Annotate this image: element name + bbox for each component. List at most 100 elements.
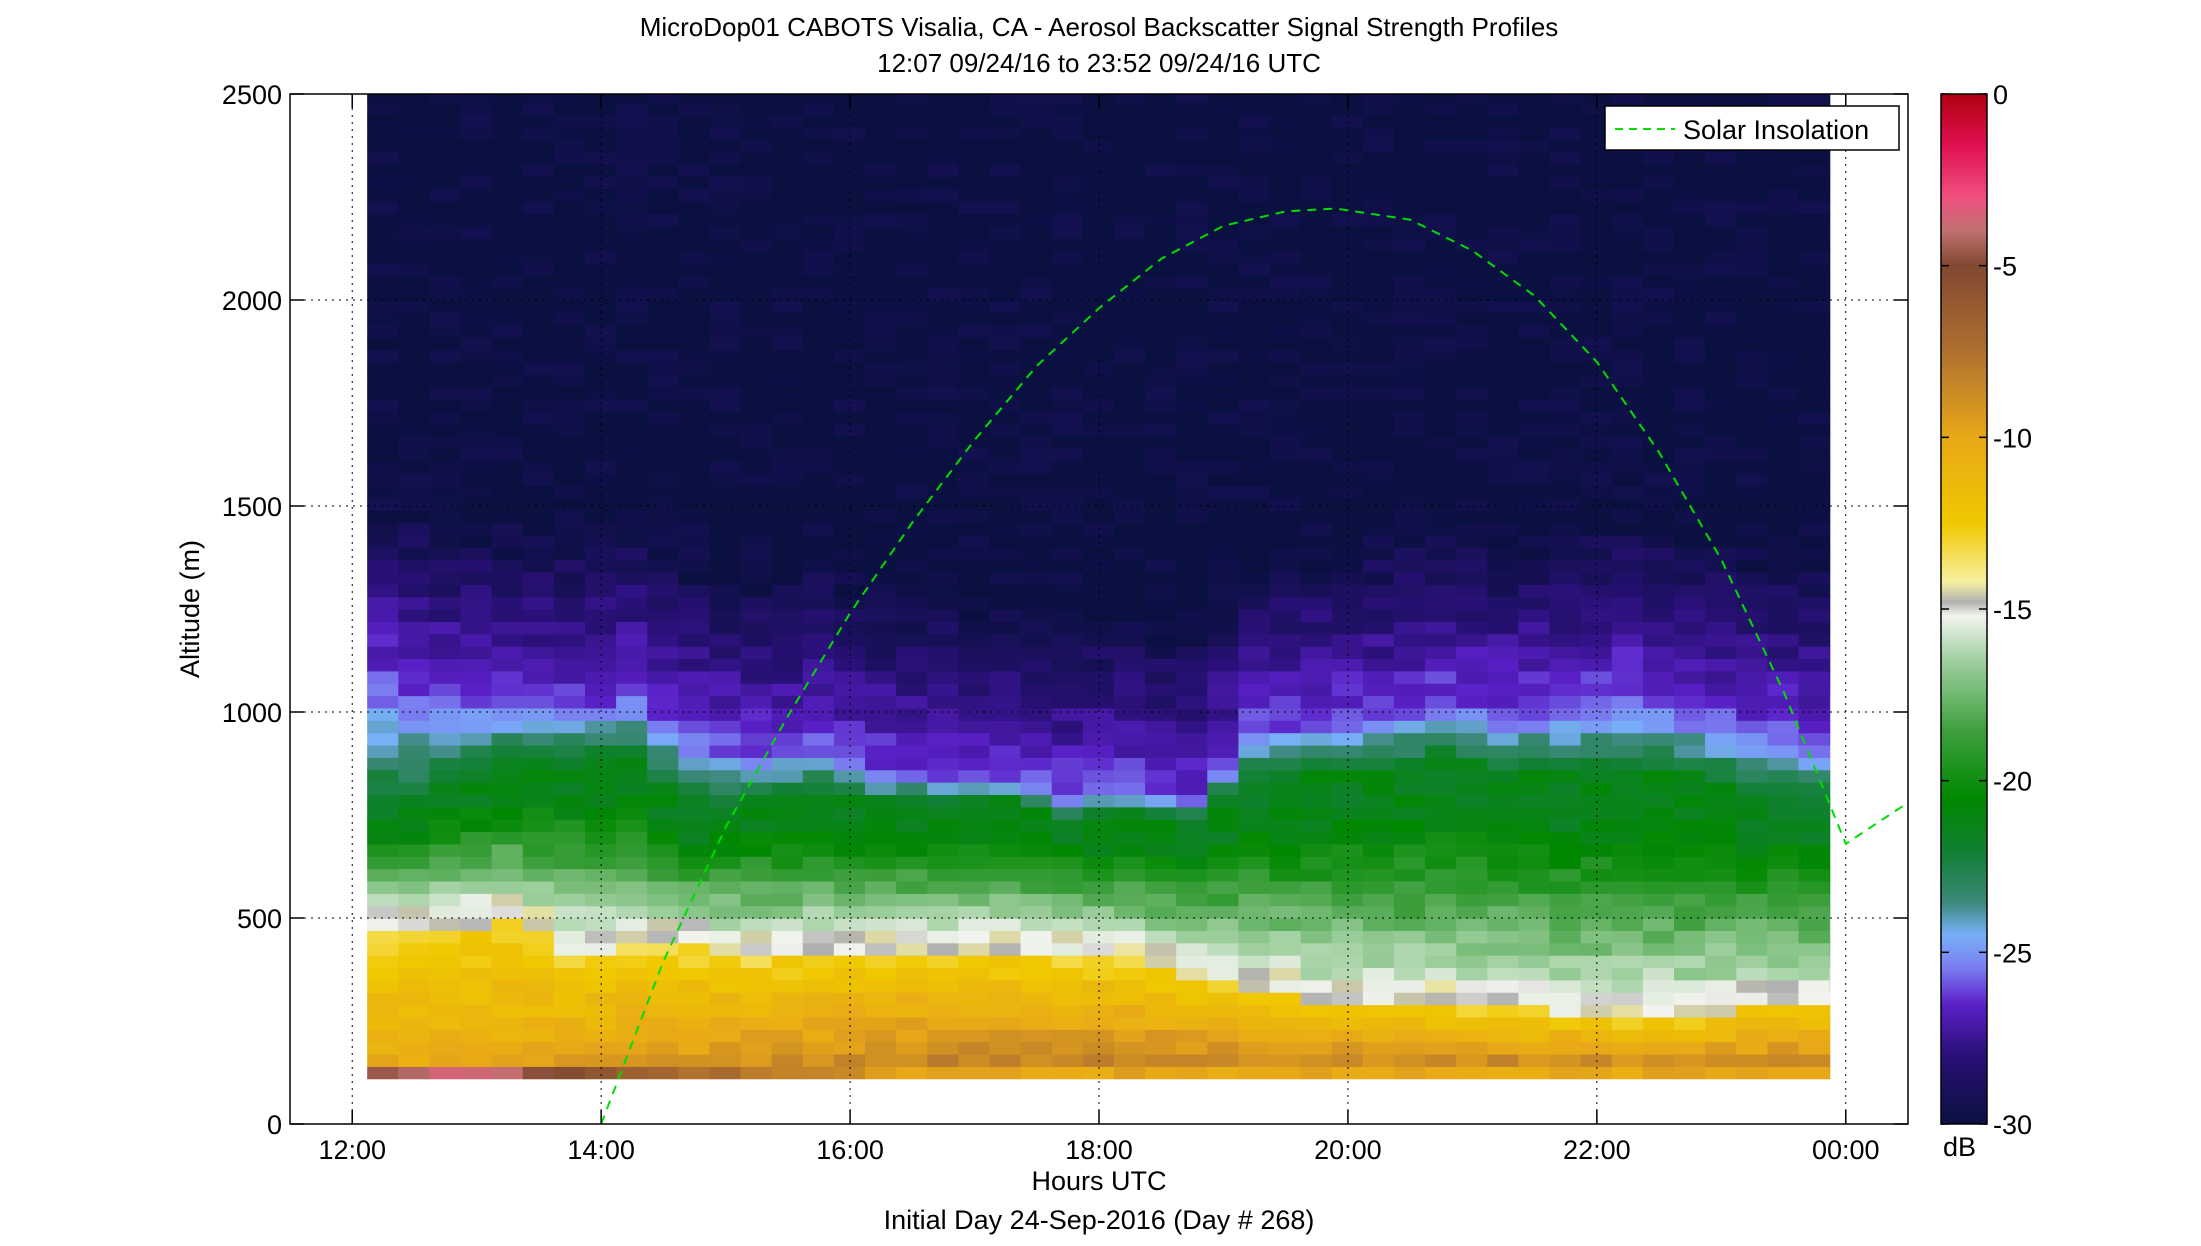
heatmap-cell — [398, 782, 430, 795]
heatmap-cell — [1331, 670, 1364, 684]
heatmap-cell — [1238, 695, 1271, 709]
heatmap-cell — [1051, 571, 1084, 585]
heatmap-cell — [1642, 473, 1675, 486]
heatmap-cell — [647, 584, 679, 598]
heatmap-cell — [1145, 596, 1177, 610]
heatmap-cell — [1207, 1066, 1239, 1080]
heatmap-cell — [616, 473, 648, 486]
heatmap-cell — [865, 720, 897, 734]
heatmap-cell — [1082, 868, 1115, 882]
heatmap-cell — [1705, 1016, 1737, 1030]
heatmap-cell — [1642, 621, 1675, 635]
heatmap-cell — [865, 94, 897, 103]
heatmap-cell — [1331, 979, 1364, 993]
heatmap-cell — [1269, 102, 1302, 116]
heatmap-cell — [1300, 843, 1333, 857]
heatmap-cell — [1456, 102, 1488, 116]
heatmap-cell — [1705, 831, 1737, 845]
heatmap-cell — [1393, 831, 1426, 845]
heatmap-cell — [522, 94, 555, 103]
heatmap-cell — [1362, 905, 1395, 919]
heatmap-cell — [616, 596, 648, 610]
heatmap-cell — [1393, 485, 1426, 499]
heatmap-cell — [833, 1029, 866, 1043]
heatmap-cell — [1736, 794, 1768, 808]
heatmap-cell — [1518, 843, 1551, 857]
heatmap-cell — [833, 1066, 866, 1080]
heatmap-cell — [1767, 300, 1800, 313]
heatmap-cell — [1362, 547, 1395, 561]
heatmap-cell — [398, 707, 430, 721]
heatmap-cell — [678, 300, 711, 313]
heatmap-cell — [1705, 386, 1737, 400]
heatmap-cell — [1642, 411, 1675, 425]
heatmap-cell — [1145, 225, 1177, 239]
heatmap-cell — [367, 213, 399, 227]
heatmap-cell — [1580, 337, 1613, 351]
heatmap-cell — [989, 102, 1022, 116]
heatmap-cell — [1176, 893, 1208, 907]
heatmap-cell — [1798, 621, 1831, 635]
heatmap-cell — [647, 893, 679, 907]
heatmap-cell — [1736, 275, 1768, 289]
heatmap-cell — [367, 460, 399, 474]
heatmap-cell — [1269, 448, 1302, 462]
heatmap-cell — [491, 967, 524, 981]
heatmap-cell — [647, 732, 679, 746]
heatmap-cell — [1300, 856, 1333, 870]
heatmap-cell — [833, 238, 866, 252]
heatmap-cell — [1674, 1004, 1706, 1018]
heatmap-cell — [989, 819, 1022, 833]
heatmap-cell — [771, 102, 804, 116]
heatmap-cell — [647, 880, 679, 894]
heatmap-cell — [1767, 448, 1800, 462]
heatmap-cell — [1331, 1029, 1364, 1043]
heatmap-cell — [1611, 880, 1644, 894]
heatmap-cell — [460, 374, 493, 388]
heatmap-cell — [1362, 1029, 1395, 1043]
heatmap-cell — [522, 856, 555, 870]
heatmap-cell — [429, 1004, 462, 1018]
heatmap-cell — [429, 992, 462, 1006]
heatmap-cell — [1456, 856, 1488, 870]
heatmap-cell — [1487, 757, 1520, 771]
heatmap-cell — [1362, 201, 1395, 215]
heatmap-cell — [740, 633, 773, 647]
heatmap-cell — [429, 571, 462, 585]
heatmap-cell — [771, 473, 804, 486]
heatmap-cell — [1269, 522, 1302, 536]
heatmap-cell — [1020, 769, 1053, 783]
heatmap-cell — [1456, 114, 1488, 128]
heatmap-cell — [398, 225, 430, 239]
heatmap-cell — [429, 596, 462, 610]
heatmap-cell — [1362, 497, 1395, 511]
heatmap-cell — [865, 806, 897, 820]
heatmap-cell — [1393, 411, 1426, 425]
heatmap-cell — [1798, 695, 1831, 709]
heatmap-cell — [1113, 942, 1146, 956]
heatmap-cell — [1269, 1053, 1302, 1067]
heatmap-cell — [553, 1053, 586, 1067]
heatmap-cell — [1611, 460, 1644, 474]
heatmap-cell — [1176, 460, 1208, 474]
heatmap-cell — [865, 151, 897, 165]
heatmap-cell — [1145, 695, 1177, 709]
heatmap-cell — [1393, 510, 1426, 524]
heatmap-cell — [1549, 94, 1582, 103]
heatmap-cell — [491, 584, 524, 598]
heatmap-cell — [1300, 831, 1333, 845]
heatmap-cell — [771, 1053, 804, 1067]
heatmap-cell — [678, 695, 711, 709]
heatmap-cell — [1549, 744, 1582, 758]
heatmap-cell — [1456, 238, 1488, 252]
heatmap-cell — [1113, 609, 1146, 622]
heatmap-cell — [1674, 151, 1706, 165]
heatmap-cell — [1269, 201, 1302, 215]
heatmap-cell — [1549, 398, 1582, 412]
heatmap-cell — [1145, 102, 1177, 116]
heatmap-cell — [491, 497, 524, 511]
heatmap-cell — [1829, 522, 1831, 536]
heatmap-cell — [1425, 374, 1457, 388]
heatmap-cell — [896, 559, 928, 573]
heatmap-cell — [1051, 757, 1084, 771]
